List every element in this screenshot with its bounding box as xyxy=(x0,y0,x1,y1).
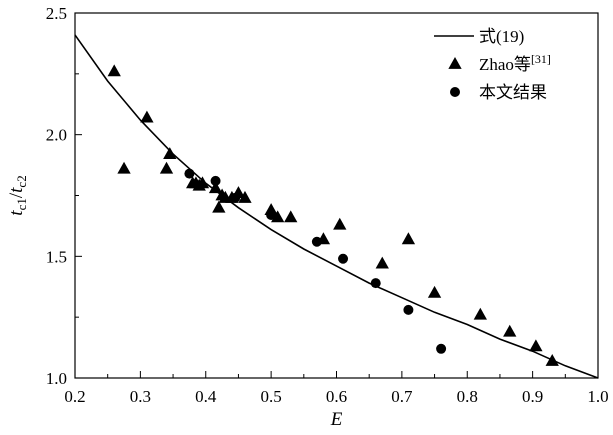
x-tick-label: 0.6 xyxy=(326,387,347,406)
marker-layer xyxy=(107,64,559,366)
zhao-triangle-point xyxy=(238,190,252,203)
x-tick-label: 0.4 xyxy=(195,387,217,406)
legend: 式(19) Zhao等[31] 本文结果 xyxy=(434,27,551,102)
zhao-triangle-point xyxy=(284,210,298,223)
zhao-triangle-point xyxy=(195,176,210,189)
x-tick-label: 0.5 xyxy=(261,387,282,406)
x-axis-title: E xyxy=(330,409,343,430)
legend-label-zhao-ref: [31] xyxy=(531,52,551,66)
zhao-triangle-point xyxy=(401,232,416,245)
legend-circle-marker xyxy=(450,87,460,97)
y-tick-label: 2.0 xyxy=(46,126,67,145)
x-tick-label: 0.8 xyxy=(457,387,478,406)
zhao-triangle-point xyxy=(159,161,174,174)
x-tick-label: 0.3 xyxy=(130,387,151,406)
legend-label-zhao: Zhao等[31] xyxy=(479,52,551,74)
this-work-circle-point xyxy=(436,343,447,354)
x-tick-label: 0.2 xyxy=(64,387,85,406)
this-work-circle-point xyxy=(338,253,349,264)
zhao-triangle-point xyxy=(212,200,226,213)
this-work-circle-point xyxy=(210,175,221,186)
zhao-triangle-point xyxy=(333,217,347,230)
y-tick-label: 2.5 xyxy=(46,4,67,23)
tick-labels: 0.2 0.3 0.4 0.5 0.6 0.7 0.8 0.9 1.0 1.0 1.5 2.0 2.5 xyxy=(46,4,609,406)
zhao-triangle-point xyxy=(107,64,121,77)
zhao-triangle-point xyxy=(503,324,517,337)
zhao-triangle-point xyxy=(427,285,442,298)
this-work-circle-point xyxy=(266,209,277,220)
y-axis-title: tc1/tc2 xyxy=(6,175,29,215)
legend-label-formula: 式(19) xyxy=(479,27,524,46)
y-title-t2: t xyxy=(6,187,27,193)
legend-label-this-work: 本文结果 xyxy=(479,83,547,102)
this-work-circle-point xyxy=(230,192,241,203)
zhao-triangle-point xyxy=(529,339,543,352)
legend-label-zhao-main: Zhao等 xyxy=(479,55,531,74)
curve-layer xyxy=(74,34,599,379)
series-formula-19-line xyxy=(74,34,599,379)
zhao-triangle-point xyxy=(208,181,223,194)
zhao-triangle-point xyxy=(473,307,487,320)
this-work-circle-point xyxy=(370,278,381,289)
y-tick-label: 1.0 xyxy=(46,369,67,388)
x-tick-label: 0.9 xyxy=(522,387,543,406)
zhao-triangle-point xyxy=(271,210,285,223)
zhao-triangle-point xyxy=(163,147,177,160)
legend-triangle-marker xyxy=(448,57,462,69)
y-title-sub1: c1 xyxy=(14,198,29,210)
this-work-circle-point xyxy=(184,168,195,179)
x-tick-label: 1.0 xyxy=(587,387,608,406)
zhao-triangle-point xyxy=(117,161,131,174)
zhao-triangle-point xyxy=(375,256,389,269)
this-work-circle-point xyxy=(403,304,414,315)
zhao-triangle-point xyxy=(545,353,559,366)
zhao-triangle-point xyxy=(140,110,154,123)
axis-ticks xyxy=(74,12,599,379)
x-tick-label: 0.7 xyxy=(391,387,413,406)
y-title-sep: / xyxy=(6,192,27,198)
this-work-circle-point xyxy=(311,236,322,247)
y-tick-label: 1.5 xyxy=(46,247,67,266)
y-title-t1: t xyxy=(6,210,27,216)
y-title-sub2: c2 xyxy=(14,175,29,187)
